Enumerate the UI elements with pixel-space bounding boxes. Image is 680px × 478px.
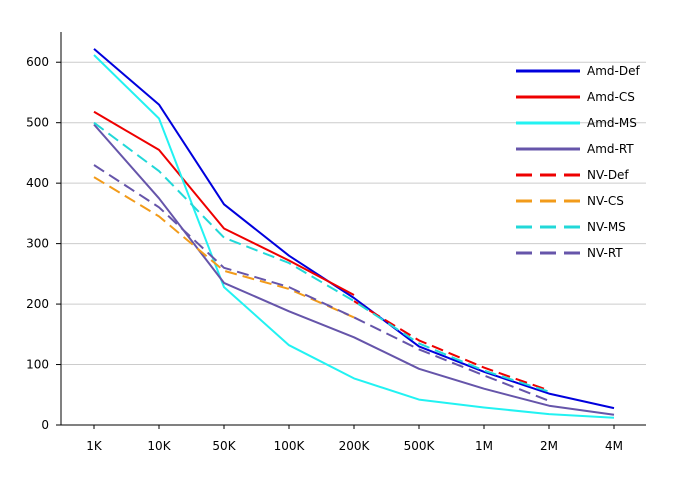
x-tick-label: 1M: [475, 439, 493, 453]
y-tick-label: 300: [26, 237, 49, 251]
legend-label-nv-cs: NV-CS: [587, 194, 624, 208]
gridlines: [61, 61, 646, 366]
legend-label-nv-def: NV-Def: [587, 168, 629, 182]
y-tick-label: 100: [26, 358, 49, 372]
series-line-amd-cs: [93, 110, 355, 296]
x-tick-label: 4M: [605, 439, 623, 453]
series-lines: [93, 48, 615, 419]
x-tick-label: 200K: [339, 439, 371, 453]
x-tick-label: 1K: [86, 439, 103, 453]
y-tick-label: 600: [26, 55, 49, 69]
series-line-amd-def: [93, 48, 615, 410]
y-tick-label: 500: [26, 116, 49, 130]
legend-label-amd-cs: Amd-CS: [587, 90, 635, 104]
x-tick-label: 50K: [212, 439, 236, 453]
axes: [56, 32, 646, 429]
y-tick-label: 400: [26, 176, 49, 190]
legend-label-amd-rt: Amd-RT: [587, 142, 634, 156]
x-tick-label: 10K: [147, 439, 171, 453]
series-line-nv-cs: [93, 176, 355, 319]
legend-label-amd-def: Amd-Def: [587, 64, 640, 78]
legend-label-nv-rt: NV-RT: [587, 246, 623, 260]
series-line-nv-def: [353, 300, 550, 392]
x-tick-label: 100K: [274, 439, 306, 453]
legend: Amd-Def Amd-CS Amd-MS Amd-RT NV-Def NV-CS NV-M…: [516, 64, 640, 260]
legend-label-nv-ms: NV-MS: [587, 220, 626, 234]
legend-label-amd-ms: Amd-MS: [587, 116, 637, 130]
x-tick-label: 2M: [540, 439, 558, 453]
y-tick-label: 200: [26, 297, 49, 311]
series-line-nv-rt: [93, 164, 550, 402]
series-line-nv-ms: [93, 121, 550, 393]
x-tick-label: 500K: [404, 439, 436, 453]
tick-labels: 0 100 200 300 400 500 600 1K 10K 50K 100K 200K 500K 1…: [26, 55, 623, 453]
series-line-amd-rt: [93, 123, 615, 416]
series-line-amd-ms: [93, 54, 615, 419]
y-tick-label: 0: [41, 418, 49, 432]
